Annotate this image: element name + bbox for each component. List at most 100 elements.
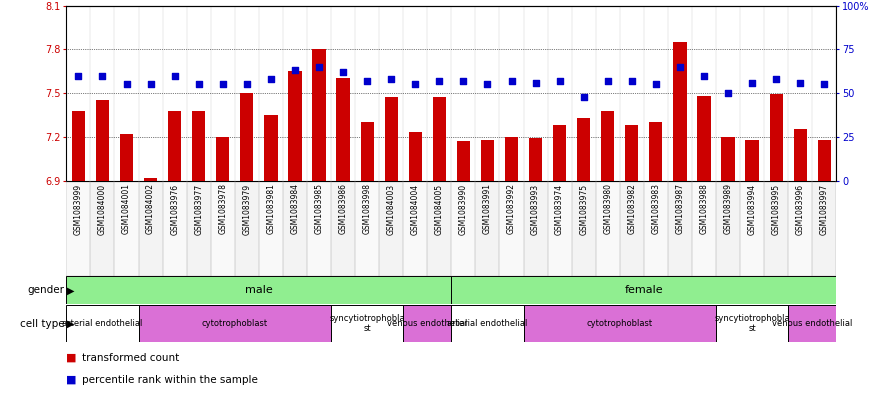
- Bar: [716, 305, 789, 342]
- Bar: [524, 305, 716, 342]
- Text: GSM1083978: GSM1083978: [219, 184, 227, 234]
- Point: [167, 72, 181, 79]
- Point: [528, 79, 543, 86]
- Text: GSM1083982: GSM1083982: [627, 184, 636, 234]
- Point: [721, 90, 735, 96]
- Text: GSM1083977: GSM1083977: [194, 184, 204, 235]
- Text: GSM1083986: GSM1083986: [339, 184, 348, 234]
- Bar: [625, 125, 638, 180]
- Bar: [258, 180, 283, 275]
- Bar: [163, 180, 187, 275]
- Text: transformed count: transformed count: [82, 353, 180, 363]
- Point: [673, 64, 687, 70]
- Bar: [66, 305, 139, 342]
- Text: GSM1083979: GSM1083979: [242, 184, 251, 235]
- Bar: [114, 180, 139, 275]
- Bar: [427, 180, 451, 275]
- Bar: [66, 276, 451, 304]
- Bar: [818, 140, 831, 180]
- Bar: [451, 276, 836, 304]
- Bar: [139, 180, 163, 275]
- Point: [240, 81, 254, 87]
- Bar: [192, 110, 205, 180]
- Point: [481, 81, 495, 87]
- Bar: [336, 79, 350, 180]
- Bar: [404, 180, 427, 275]
- Point: [143, 81, 158, 87]
- Text: gender: gender: [27, 285, 65, 295]
- Text: GSM1083987: GSM1083987: [675, 184, 684, 234]
- Bar: [331, 180, 355, 275]
- Point: [432, 78, 446, 84]
- Bar: [740, 180, 764, 275]
- Bar: [504, 137, 518, 180]
- Point: [817, 81, 831, 87]
- Bar: [265, 115, 278, 180]
- Point: [360, 78, 374, 84]
- Text: GSM1084004: GSM1084004: [411, 184, 419, 235]
- Bar: [168, 110, 181, 180]
- Bar: [96, 100, 109, 180]
- Text: GSM1083974: GSM1083974: [555, 184, 564, 235]
- Bar: [601, 110, 614, 180]
- Text: percentile rank within the sample: percentile rank within the sample: [82, 375, 258, 385]
- Bar: [360, 122, 373, 180]
- Text: GSM1083990: GSM1083990: [459, 184, 468, 235]
- Bar: [596, 180, 619, 275]
- Text: venous endothelial: venous endothelial: [772, 319, 852, 328]
- Point: [745, 79, 759, 86]
- Point: [336, 69, 350, 75]
- Bar: [481, 140, 494, 180]
- Bar: [668, 180, 692, 275]
- Text: GSM1083989: GSM1083989: [724, 184, 733, 234]
- Bar: [650, 122, 663, 180]
- Bar: [789, 180, 812, 275]
- Text: female: female: [625, 285, 663, 295]
- Bar: [812, 180, 836, 275]
- Text: GSM1084001: GSM1084001: [122, 184, 131, 234]
- Bar: [385, 97, 398, 180]
- Text: ▶: ▶: [67, 285, 74, 295]
- Text: ▶: ▶: [67, 319, 74, 329]
- Text: GSM1083975: GSM1083975: [579, 184, 589, 235]
- Text: GSM1083985: GSM1083985: [314, 184, 324, 234]
- Text: GSM1083994: GSM1083994: [748, 184, 757, 235]
- Text: GSM1083996: GSM1083996: [796, 184, 804, 235]
- Bar: [457, 141, 470, 180]
- Bar: [697, 96, 711, 180]
- Bar: [553, 125, 566, 180]
- Text: male: male: [245, 285, 273, 295]
- Bar: [307, 180, 331, 275]
- Text: GSM1083993: GSM1083993: [531, 184, 540, 235]
- Point: [625, 78, 639, 84]
- Text: GSM1083984: GSM1083984: [290, 184, 299, 234]
- Text: GSM1083976: GSM1083976: [170, 184, 179, 235]
- Text: GSM1083980: GSM1083980: [604, 184, 612, 234]
- Bar: [119, 134, 133, 180]
- Bar: [331, 305, 404, 342]
- Bar: [794, 129, 807, 180]
- Point: [216, 81, 230, 87]
- Bar: [764, 180, 789, 275]
- Point: [96, 72, 110, 79]
- Point: [408, 81, 422, 87]
- Bar: [379, 180, 404, 275]
- Bar: [529, 138, 543, 180]
- Text: cell type: cell type: [20, 319, 65, 329]
- Bar: [577, 118, 590, 180]
- Bar: [548, 180, 572, 275]
- Bar: [572, 180, 596, 275]
- Bar: [139, 305, 331, 342]
- Bar: [524, 180, 548, 275]
- Point: [119, 81, 134, 87]
- Text: cytotrophoblast: cytotrophoblast: [587, 319, 653, 328]
- Bar: [235, 180, 259, 275]
- Bar: [721, 137, 735, 180]
- Bar: [211, 180, 235, 275]
- Text: GSM1084000: GSM1084000: [98, 184, 107, 235]
- Text: ■: ■: [66, 375, 77, 385]
- Text: syncytiotrophobla
st: syncytiotrophobla st: [329, 314, 405, 333]
- Point: [457, 78, 471, 84]
- Text: GSM1083983: GSM1083983: [651, 184, 660, 234]
- Point: [312, 64, 326, 70]
